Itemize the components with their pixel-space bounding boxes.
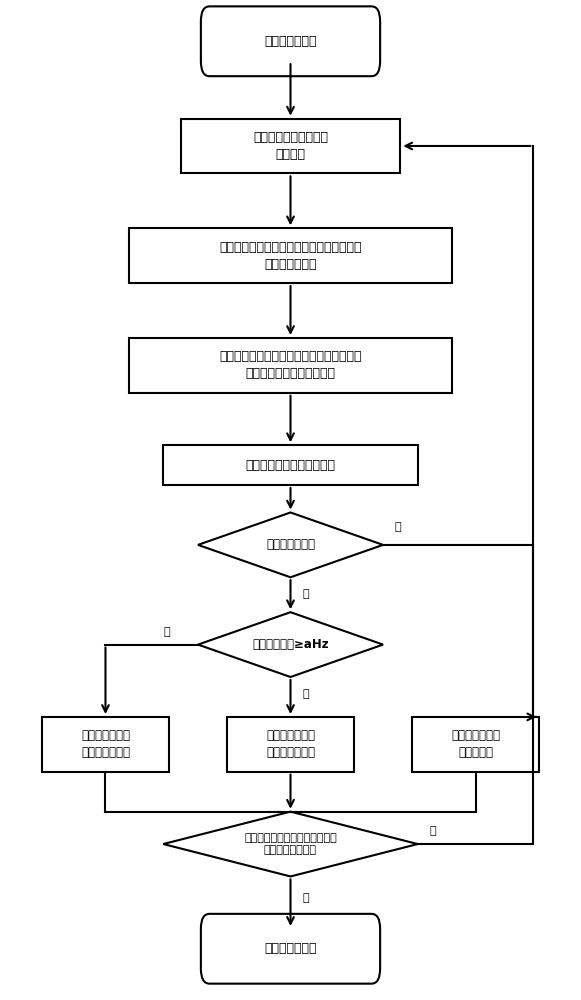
- Text: 压路机停止工作: 压路机停止工作: [264, 942, 317, 955]
- Text: 是: 是: [302, 689, 309, 699]
- Polygon shape: [198, 612, 383, 677]
- Bar: [128, 228, 453, 283]
- Text: 施工者手动选择
大振或小振: 施工者手动选择 大振或小振: [451, 729, 500, 759]
- Bar: [163, 445, 418, 485]
- Text: 否: 否: [429, 826, 436, 836]
- Text: 是: 是: [302, 589, 309, 599]
- Bar: [227, 717, 354, 772]
- FancyBboxPatch shape: [201, 914, 380, 984]
- Text: 压路机开给工作: 压路机开给工作: [264, 35, 317, 48]
- Polygon shape: [163, 812, 418, 876]
- Bar: [42, 717, 169, 772]
- Text: 根据密实度仪判断道路实际压实
情况是否满足要求: 根据密实度仪判断道路实际压实 情况是否满足要求: [244, 833, 337, 855]
- Text: 控制器将计算后的频率转化为控制比例振动
泵的电信号，实现泵变排量: 控制器将计算后的频率转化为控制比例振动 泵的电信号，实现泵变排量: [219, 350, 362, 380]
- Bar: [128, 338, 453, 393]
- Bar: [412, 717, 539, 772]
- FancyBboxPatch shape: [201, 6, 380, 76]
- Text: 计算后的频率输出到显示器: 计算后的频率输出到显示器: [246, 459, 335, 472]
- Text: 否: 否: [163, 627, 170, 637]
- Bar: [181, 119, 400, 173]
- Text: 一个压实行程后，固有频率测试仪将分析结
果传递到控制器: 一个压实行程后，固有频率测试仪将分析结 果传递到控制器: [219, 241, 362, 271]
- Text: 计算后的频率≥aHz: 计算后的频率≥aHz: [252, 638, 329, 651]
- Text: 是: 是: [302, 893, 309, 903]
- Polygon shape: [198, 512, 383, 577]
- Text: 固有频率测试仪、密实
度仪工作: 固有频率测试仪、密实 度仪工作: [253, 131, 328, 161]
- Text: 控制器输出大振
信号控制变量泵: 控制器输出大振 信号控制变量泵: [266, 729, 315, 759]
- Text: 控制器输出小振
信号控制变量泵: 控制器输出小振 信号控制变量泵: [81, 729, 130, 759]
- Text: 是否为自动模式: 是否为自动模式: [266, 538, 315, 551]
- Text: 否: 否: [394, 522, 401, 532]
